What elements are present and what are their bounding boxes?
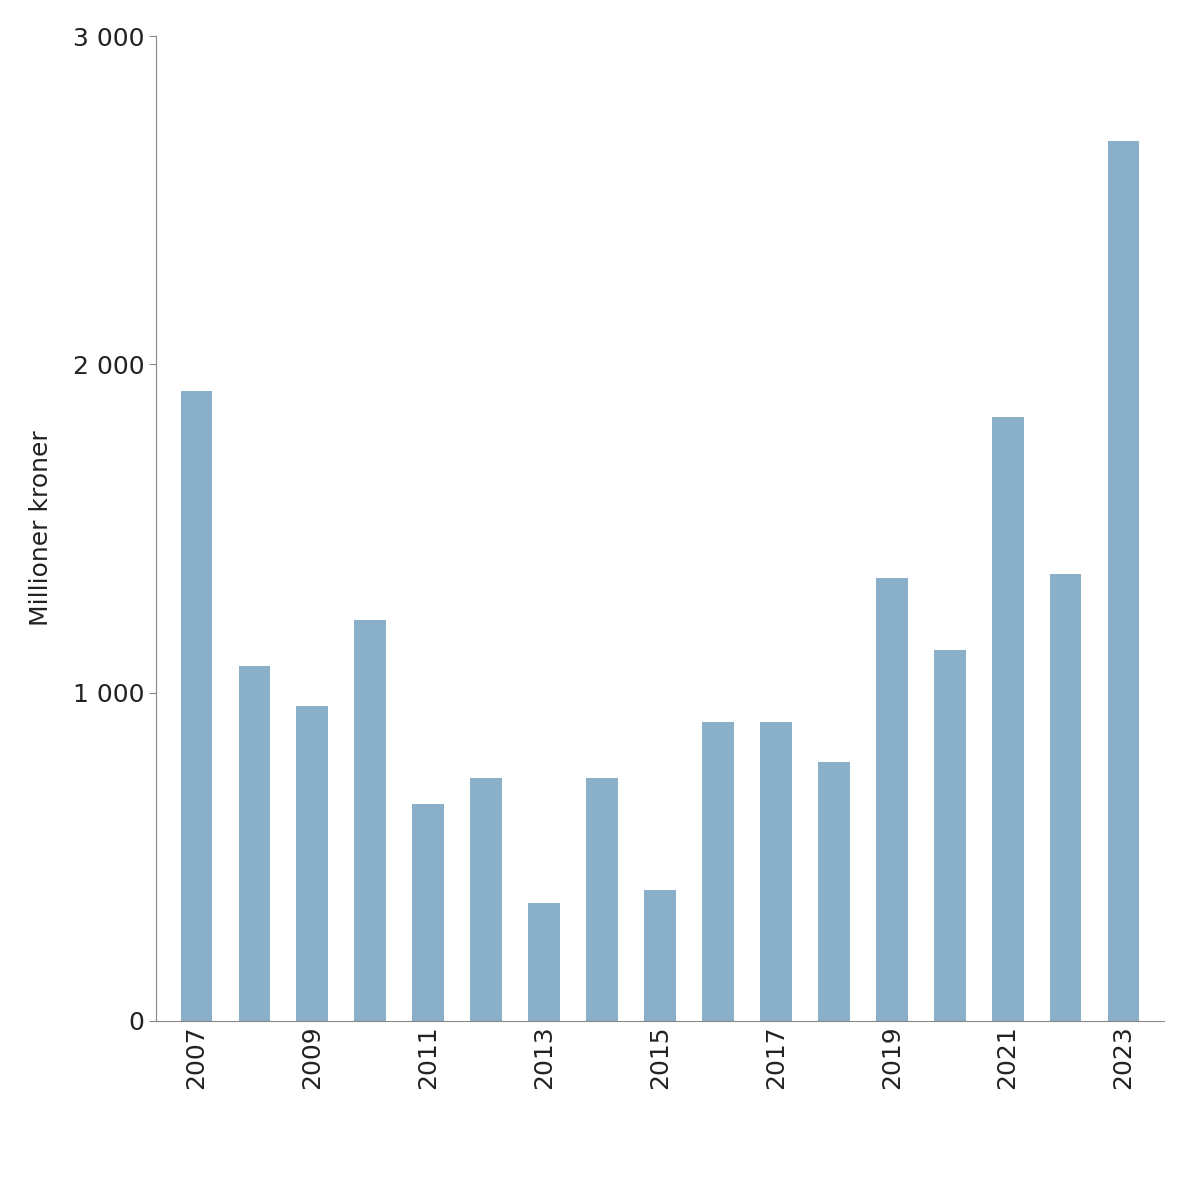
Bar — [991, 417, 1024, 1021]
Bar — [354, 621, 386, 1021]
Bar — [1108, 141, 1139, 1021]
Bar — [296, 706, 329, 1021]
Bar — [818, 761, 850, 1021]
Bar — [760, 722, 792, 1021]
Bar — [876, 578, 907, 1021]
Bar — [413, 805, 444, 1021]
Bar — [586, 778, 618, 1021]
Y-axis label: Millioner kroner: Millioner kroner — [29, 431, 53, 626]
Bar — [1050, 574, 1081, 1021]
Bar — [702, 722, 734, 1021]
Bar — [239, 667, 270, 1021]
Bar — [181, 390, 212, 1021]
Bar — [934, 650, 966, 1021]
Bar — [644, 890, 676, 1021]
Bar — [470, 778, 502, 1021]
Bar — [528, 903, 560, 1021]
